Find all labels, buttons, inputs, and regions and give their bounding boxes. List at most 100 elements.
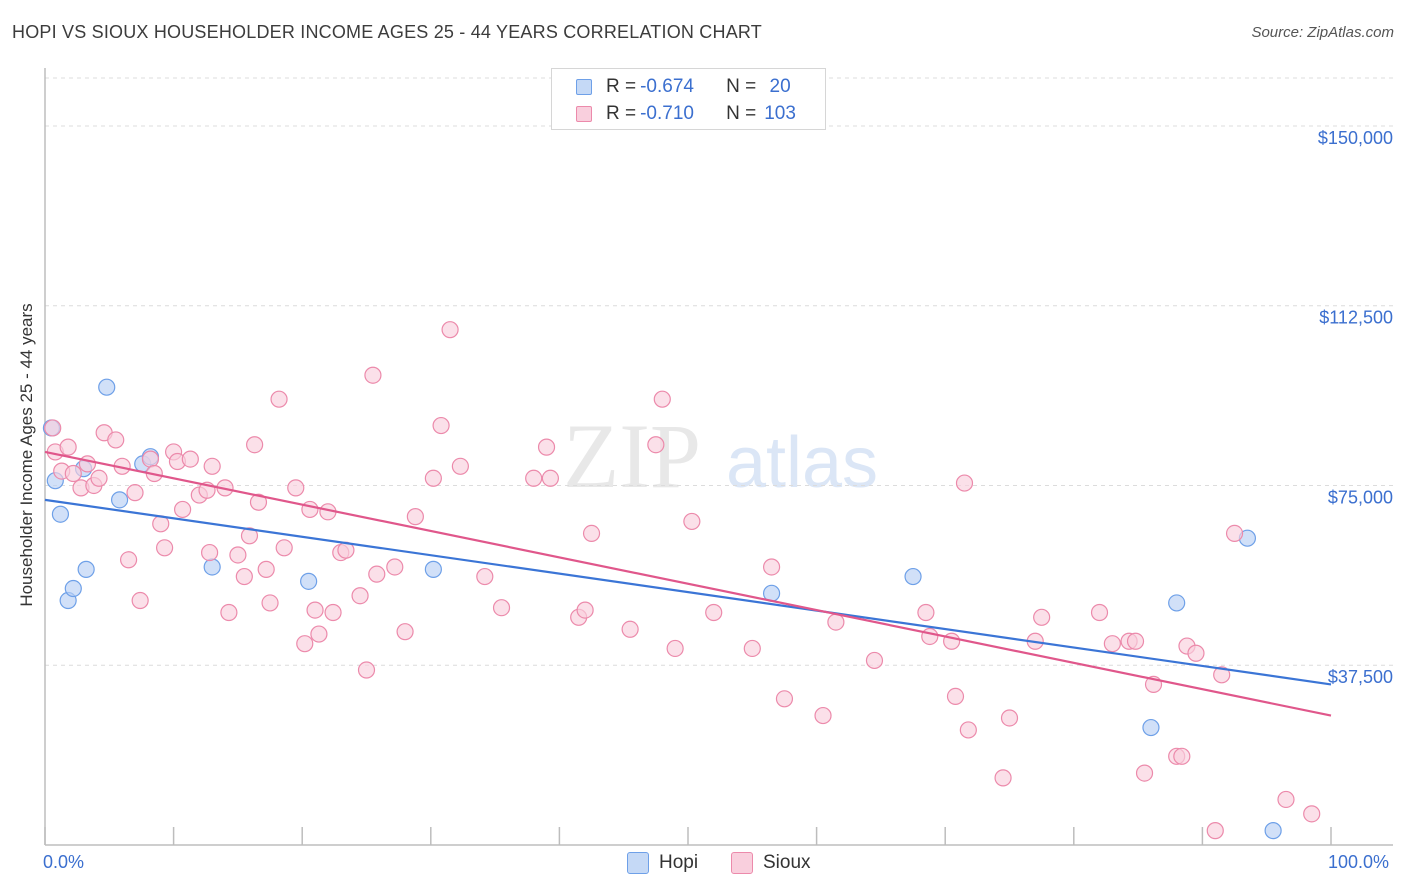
chart-title: HOPI VS SIOUX HOUSEHOLDER INCOME AGES 25… [12, 22, 762, 42]
sioux-point [240, 527, 259, 545]
sioux-point [424, 469, 442, 487]
sioux-point [1277, 790, 1295, 809]
sioux-point [525, 469, 543, 487]
sioux-point [296, 635, 314, 653]
sioux-point [119, 551, 138, 569]
watermark-zip: ZIP [563, 405, 701, 507]
tick-label-layer: $150,000 $112,500 $75,000 $37,500 [1318, 128, 1393, 687]
sioux-point [155, 539, 174, 557]
source-credit: Source: ZipAtlas.com [1251, 24, 1394, 41]
hopi-point [1142, 718, 1160, 737]
sioux-point [174, 500, 192, 519]
sioux-point [44, 419, 62, 437]
sioux-point [1103, 635, 1121, 653]
hopi-point [98, 378, 116, 396]
bottom-legend-swatch-sioux [731, 852, 753, 874]
axis-layer [44, 68, 1393, 846]
sioux-point [246, 436, 264, 454]
sioux-point [683, 512, 701, 531]
sioux-point [261, 594, 279, 612]
sioux-point [364, 366, 382, 384]
sioux-trend-line [44, 450, 1332, 717]
sioux-point [357, 661, 376, 679]
sioux-point [386, 558, 404, 576]
sioux-point [492, 599, 511, 617]
sioux-point [275, 539, 293, 557]
sioux-point [249, 493, 268, 511]
sioux-point [476, 567, 494, 586]
sioux-point [921, 627, 939, 646]
sioux-point [220, 603, 238, 622]
sioux-point [582, 524, 601, 543]
sioux-point [1126, 632, 1145, 650]
hopi-point [424, 560, 442, 578]
sioux-point [705, 603, 723, 622]
sioux-point [1173, 747, 1191, 765]
legend: R = -0.674 N = 20 R = -0.710 N = 103 [551, 68, 826, 130]
hopi-point [77, 560, 95, 578]
sioux-point [229, 546, 247, 564]
point-layer [42, 321, 1321, 840]
sioux-point [541, 469, 559, 487]
hopi-point [64, 579, 82, 598]
legend-n-value: 20 [764, 76, 791, 97]
sioux-point [141, 450, 160, 468]
sioux-point [78, 455, 97, 473]
sioux-point [181, 450, 199, 468]
hopi-point [1264, 822, 1282, 840]
sioux-point [1000, 709, 1019, 727]
y-tick-label: $112,500 [1319, 308, 1393, 328]
sioux-point [955, 474, 974, 492]
sioux-point [287, 479, 305, 497]
sioux-point [368, 565, 386, 583]
sioux-point [1206, 822, 1224, 840]
sioux-point [201, 543, 219, 562]
sioux-point [451, 457, 469, 475]
sioux-point [203, 457, 221, 475]
x-axis-min-label: 0.0% [43, 852, 85, 872]
sioux-point [814, 706, 832, 725]
sioux-point [270, 390, 288, 408]
trend-layer [44, 450, 1332, 717]
legend-swatch-hopi [576, 79, 592, 95]
sioux-point [406, 508, 424, 526]
bottom-legend-sioux: Sioux [731, 852, 811, 874]
sioux-point [647, 436, 665, 454]
watermark: ZIP atlas [563, 405, 878, 507]
legend-n-label: N = [726, 103, 757, 124]
bottom-legend-label-hopi: Hopi [659, 852, 699, 873]
sioux-point [301, 500, 319, 519]
hopi-trend-line [44, 498, 1332, 686]
sioux-point [1135, 764, 1154, 782]
legend-r-value: -0.710 [640, 103, 694, 124]
sioux-point [827, 613, 845, 631]
sioux-point [257, 560, 275, 578]
y-tick-label: $150,000 [1318, 128, 1393, 148]
bottom-legend-swatch-hopi [627, 852, 649, 874]
bottom-legend-label-sioux: Sioux [763, 852, 811, 873]
hopi-point [110, 491, 129, 509]
sioux-point [666, 639, 684, 658]
legend-r-value: -0.674 [640, 76, 694, 97]
sioux-point [396, 623, 414, 641]
legend-r-label: R = [606, 103, 637, 124]
sioux-point [351, 587, 369, 605]
sioux-point [1033, 608, 1051, 626]
sioux-point [131, 591, 149, 610]
sioux-point [1225, 524, 1244, 543]
hopi-point [51, 505, 70, 523]
legend-n-label: N = [726, 76, 757, 97]
legend-n-value: 103 [764, 103, 796, 124]
hopi-point [1168, 594, 1186, 612]
y-tick-label: $37,500 [1328, 667, 1393, 687]
y-tick-label: $75,000 [1328, 487, 1393, 507]
sioux-point [324, 603, 342, 622]
sioux-point [126, 484, 144, 502]
sioux-point [775, 690, 794, 708]
sioux-point [743, 639, 761, 658]
sioux-point [441, 321, 459, 339]
sioux-point [107, 431, 125, 449]
sioux-point [917, 603, 935, 622]
legend-swatch-sioux [576, 106, 592, 122]
